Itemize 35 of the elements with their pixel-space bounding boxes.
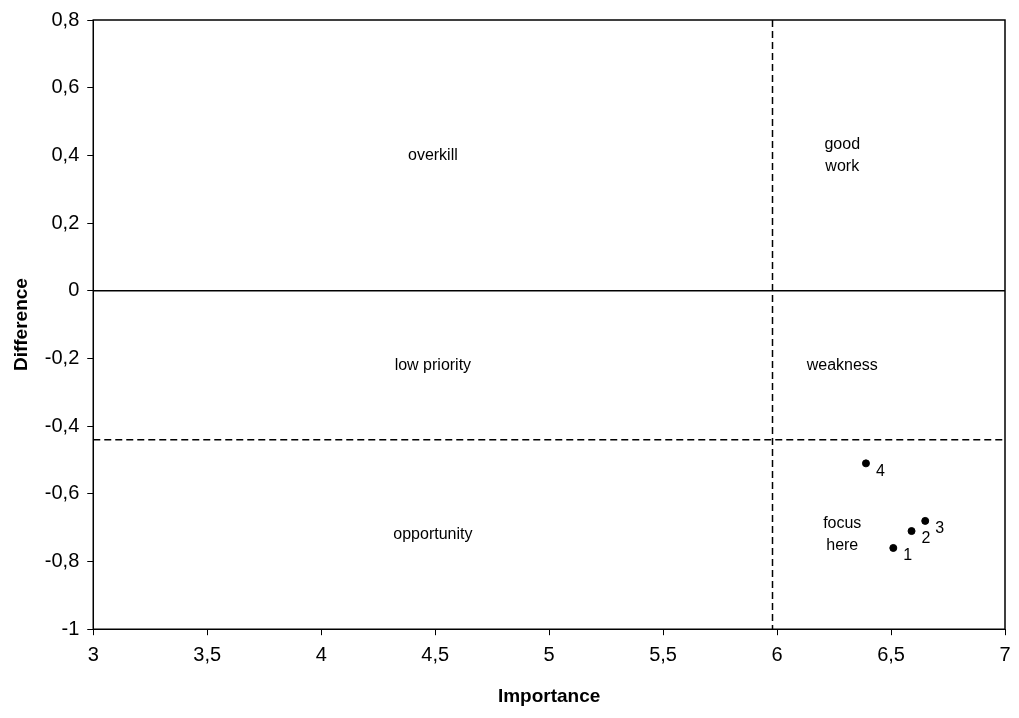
x-tick-label: 3 bbox=[87, 642, 99, 665]
x-tick-label: 5 bbox=[543, 642, 555, 665]
y-tick-label: 0,6 bbox=[51, 75, 80, 98]
annotation: opportunity bbox=[393, 524, 473, 542]
y-tick-label: -1 bbox=[61, 616, 80, 639]
annotation: 3 bbox=[935, 519, 945, 537]
annotation: weakness bbox=[805, 355, 878, 373]
x-tick-label: 6,5 bbox=[877, 642, 905, 665]
y-axis-title: Difference bbox=[9, 278, 31, 372]
y-tick-label: 0,4 bbox=[51, 142, 80, 165]
y-tick-label: -0,8 bbox=[44, 549, 80, 572]
x-tick-label: 3,5 bbox=[193, 642, 222, 665]
y-tick-label: 0 bbox=[68, 278, 80, 301]
y-tick-label: -0,6 bbox=[44, 481, 80, 504]
point bbox=[921, 516, 930, 525]
x-tick-label: 4 bbox=[315, 642, 327, 665]
x-tick-label: 7 bbox=[999, 642, 1011, 665]
annotation: good work bbox=[824, 134, 861, 174]
annotation: 4 bbox=[875, 461, 885, 479]
annotation: overkill bbox=[407, 145, 458, 163]
y-tick-label: 0,2 bbox=[51, 210, 80, 233]
point bbox=[907, 527, 916, 536]
y-tick-label: -0,4 bbox=[44, 413, 80, 436]
y-tick-label: 0,8 bbox=[51, 7, 80, 30]
x-axis-title: Importance bbox=[497, 684, 601, 706]
annotation: focus here bbox=[823, 513, 862, 553]
point bbox=[889, 543, 898, 552]
x-tick-label: 4,5 bbox=[421, 642, 450, 665]
annotation: 2 bbox=[921, 529, 931, 547]
annotation: low priority bbox=[394, 355, 472, 373]
y-tick-label: -0,2 bbox=[44, 345, 80, 368]
x-tick-label: 5,5 bbox=[649, 642, 677, 665]
x-tick-label: 6 bbox=[771, 642, 783, 665]
point bbox=[861, 459, 870, 468]
annotation: 1 bbox=[903, 546, 913, 564]
